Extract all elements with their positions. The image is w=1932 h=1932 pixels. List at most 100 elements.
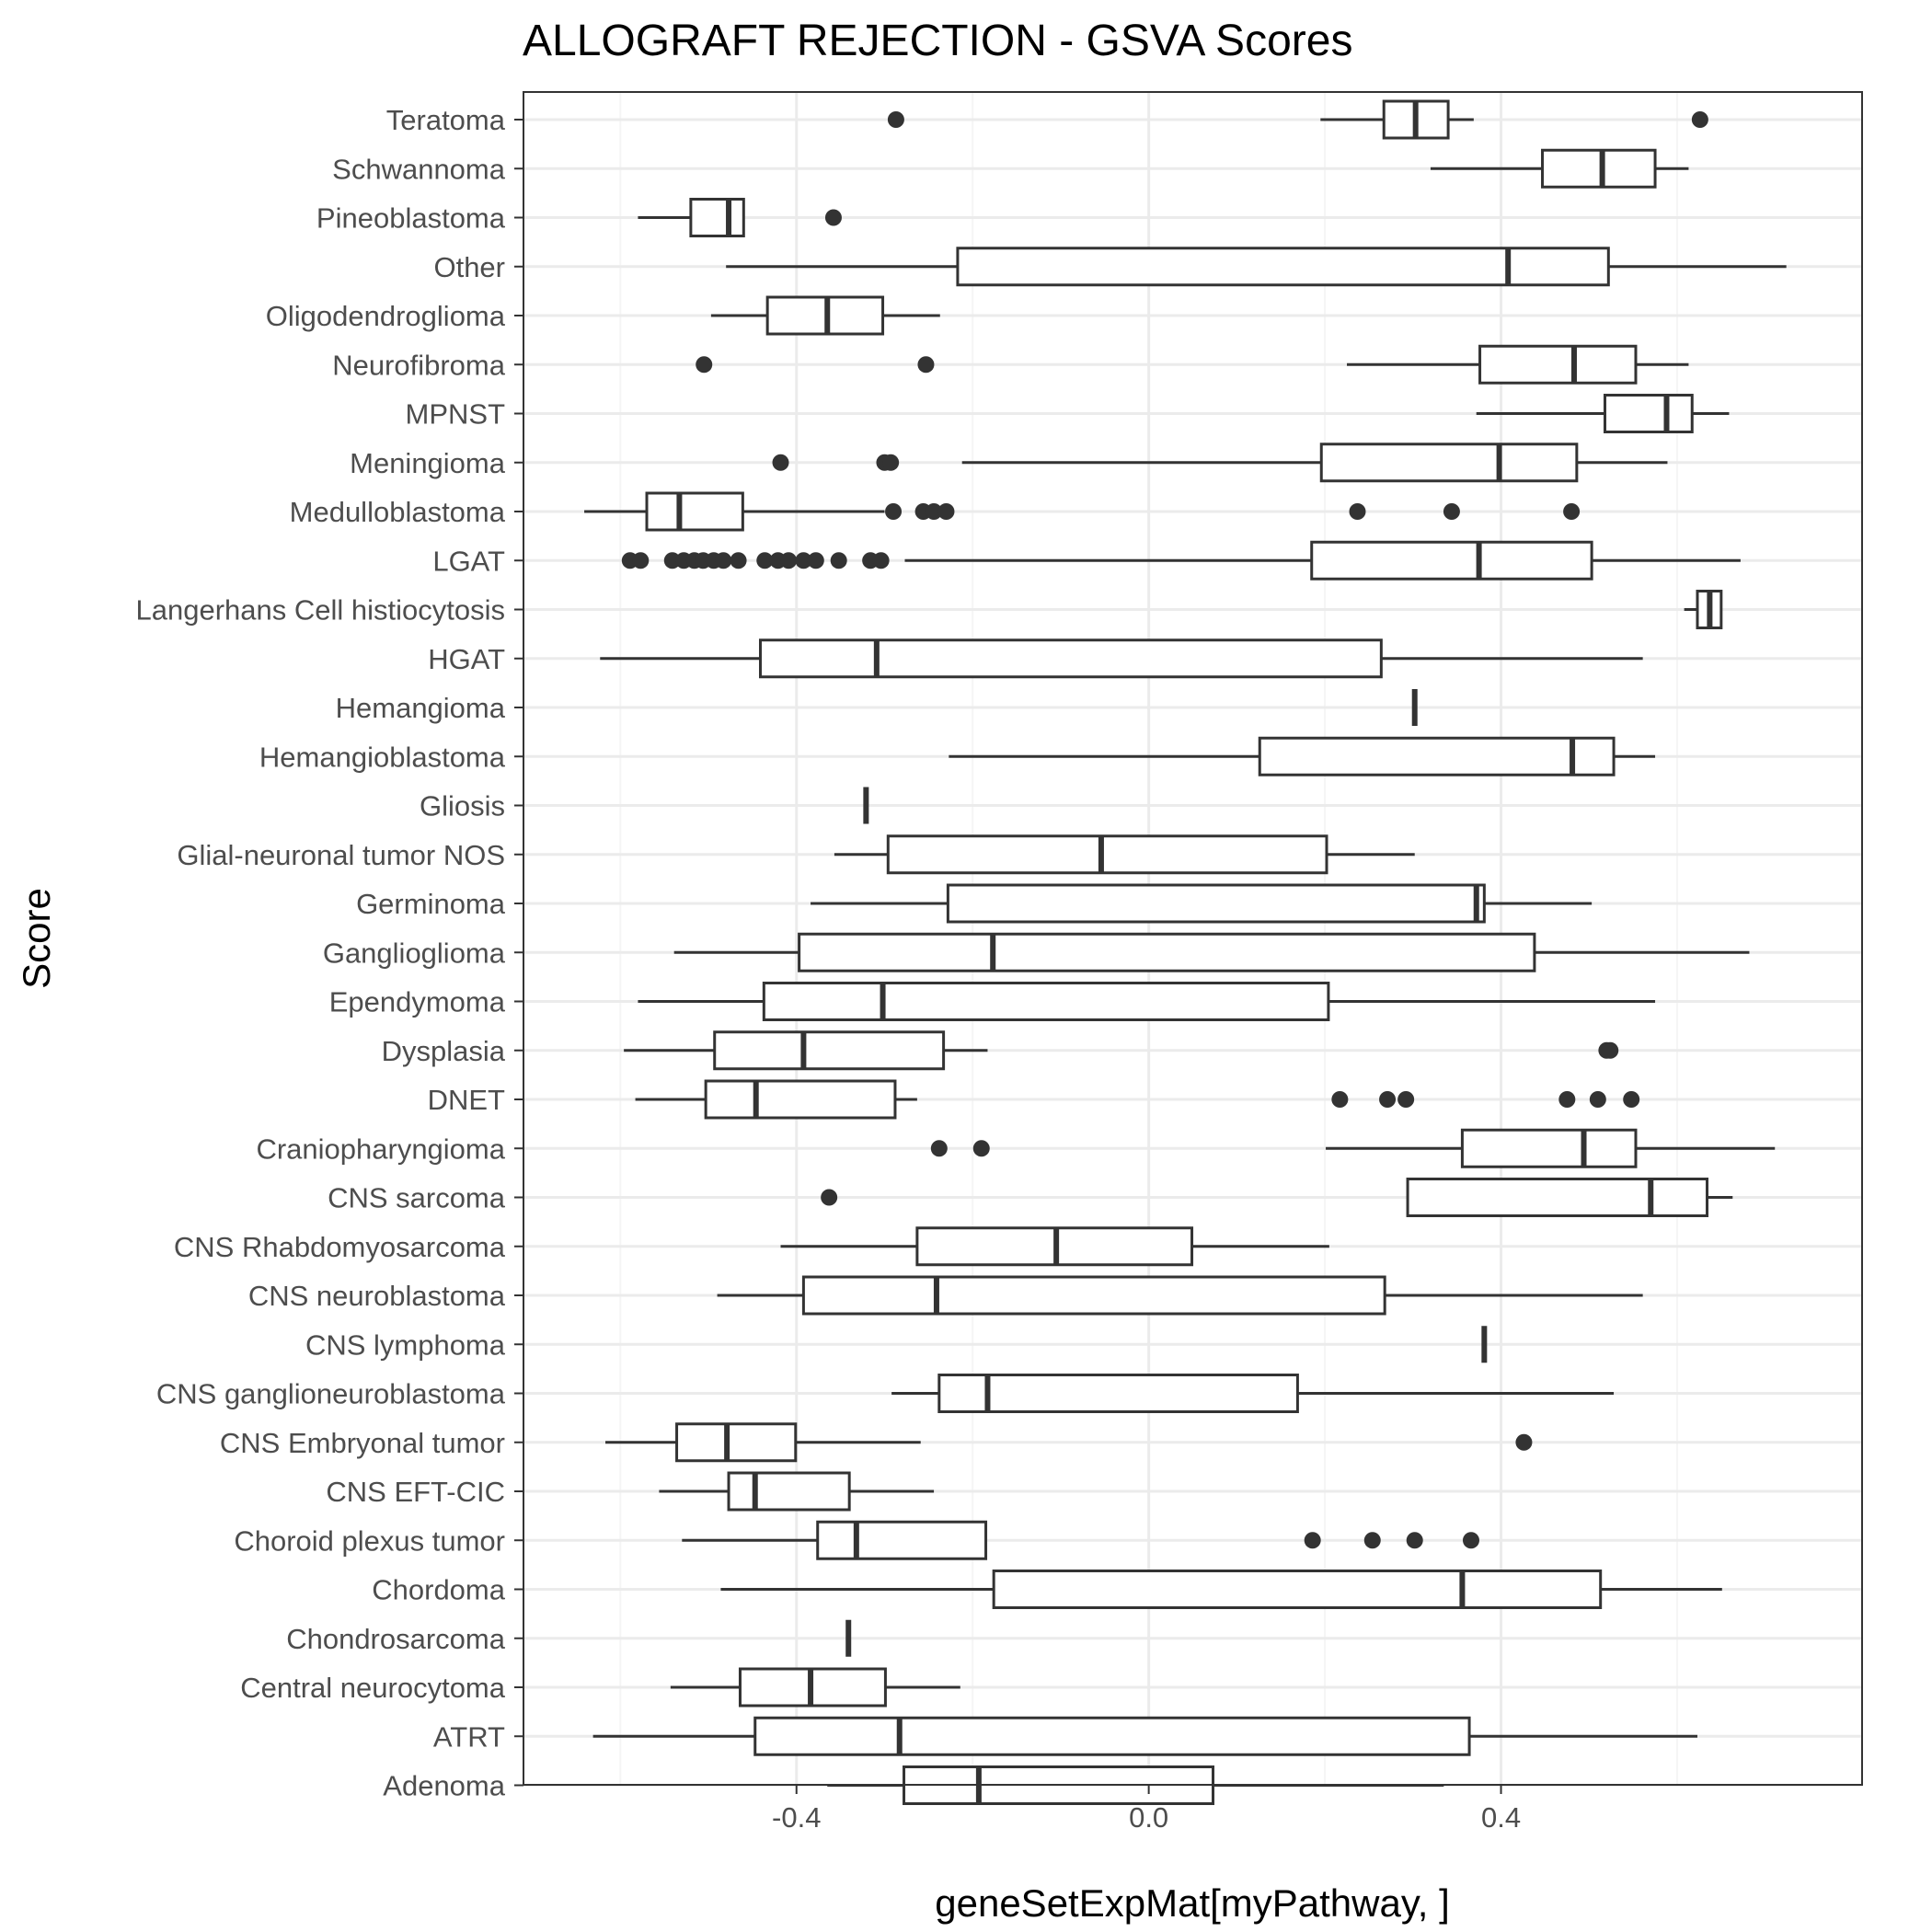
iqr-box (801, 1275, 1386, 1316)
outlier-point (1623, 1091, 1640, 1108)
x-axis-title: geneSetExpMat[myPathway, ] (935, 1881, 1450, 1925)
outlier-point (696, 356, 713, 374)
chart-title: ALLOGRAFT REJECTION - GSVA Scores (523, 17, 1352, 65)
outlier-point (1443, 503, 1460, 520)
y-tick-label: Pineoblastoma (316, 202, 506, 235)
y-tick-label: Germinoma (356, 888, 506, 920)
y-tick-label: Neurofibroma (332, 349, 506, 381)
box-neurofibroma (696, 344, 1689, 385)
outlier-point (1558, 1091, 1576, 1108)
y-tick-label: CNS Embryonal tumor (220, 1427, 505, 1459)
y-tick-label: Glial-neuronal tumor NOS (177, 839, 505, 871)
box-dnet (635, 1079, 1640, 1120)
outlier-point (885, 503, 903, 520)
y-tick-label: CNS lymphoma (305, 1328, 506, 1361)
iqr-box (1406, 1178, 1709, 1217)
outlier-point (715, 552, 732, 569)
outlier-point (1602, 1041, 1619, 1059)
x-axis-ticks: -0.4 0.0 0.4 (772, 1785, 1521, 1834)
boxes (584, 99, 1787, 1805)
outlier-point (795, 552, 812, 569)
y-tick-label: CNS sarcoma (328, 1182, 506, 1214)
outlier-point (882, 454, 900, 471)
outlier-point (756, 552, 774, 569)
box-dysplasia (624, 1030, 1619, 1071)
y-tick-label: Teratoma (386, 104, 506, 136)
y-tick-label: Chordoma (372, 1574, 505, 1606)
outlier-point (917, 356, 935, 374)
iqr-box (956, 247, 1610, 287)
iqr-box (992, 1570, 1603, 1609)
iqr-box (689, 198, 745, 237)
iqr-box (758, 638, 1383, 679)
box-choroid-plexus-tumor (682, 1520, 1479, 1560)
outlier-point (930, 1140, 948, 1157)
x-tick-label: 0.4 (1481, 1801, 1521, 1834)
y-tick-label: Hemangioma (336, 692, 506, 724)
y-tick-label: Central neurocytoma (240, 1672, 506, 1704)
y-tick-label: Craniopharyngioma (256, 1133, 505, 1165)
iqr-box (1478, 344, 1638, 385)
outlier-point (1349, 503, 1366, 520)
x-tick-label: 0.0 (1129, 1801, 1168, 1834)
outlier-point (1563, 503, 1581, 520)
y-tick-label: Other (433, 251, 505, 283)
box-craniopharyngioma (930, 1128, 1776, 1168)
outlier-point (1397, 1091, 1415, 1108)
box-schwannoma (1430, 148, 1689, 189)
box-chordoma (720, 1570, 1722, 1609)
iqr-box (946, 883, 1486, 924)
iqr-box (1310, 540, 1593, 581)
box-ganglioglioma (673, 932, 1750, 972)
y-tick-label: Ganglioglioma (323, 937, 506, 969)
box-cns-embryonal-tumor (605, 1422, 1533, 1463)
outlier-point (887, 111, 904, 128)
box-cns-rhabdomyosarcoma (780, 1226, 1329, 1267)
outlier-point (821, 1189, 838, 1206)
iqr-box (675, 1422, 798, 1463)
y-tick-label: Gliosis (420, 790, 505, 822)
iqr-box (1541, 148, 1657, 189)
y-tick-label: Hemangioblastoma (259, 741, 506, 773)
y-tick-label: Ependymoma (329, 986, 506, 1018)
y-tick-label: CNS EFT-CIC (326, 1476, 505, 1508)
y-tick-label: CNS ganglioneuroblastoma (156, 1378, 506, 1410)
y-tick-label: HGAT (428, 643, 505, 675)
y-tick-label: CNS Rhabdomyosarcoma (174, 1231, 506, 1263)
outlier-point (1406, 1532, 1423, 1549)
outlier-point (830, 552, 847, 569)
box-medulloblastoma (584, 491, 1581, 532)
iqr-box (762, 982, 1330, 1021)
outlier-point (807, 552, 824, 569)
outlier-point (1331, 1091, 1349, 1108)
iqr-box (1258, 736, 1616, 776)
outlier-point (1379, 1091, 1397, 1108)
box-central-neurocytoma (670, 1667, 960, 1708)
box-cns-neuroblastoma (717, 1275, 1643, 1316)
outlier-point (937, 503, 955, 520)
plot-panel-border (523, 91, 1863, 1786)
box-langerhans-cell-histiocytosis (1684, 590, 1723, 629)
outlier-point (1363, 1532, 1381, 1549)
outlier-point (824, 209, 842, 226)
iqr-box (753, 1716, 1471, 1756)
y-axis-ticks: Teratoma Schwannoma Pineoblastoma Other Olig… (136, 104, 523, 1802)
box-atrt (592, 1716, 1697, 1756)
box-hemangioblastoma (949, 736, 1656, 776)
outlier-point (1462, 1532, 1479, 1549)
iqr-box (937, 1374, 1299, 1413)
y-axis-title: Score (15, 888, 58, 989)
box-germinoma (811, 883, 1593, 924)
box-meningioma (772, 443, 1668, 483)
y-tick-label: Choroid plexus tumor (234, 1524, 505, 1557)
box-lgat (621, 540, 1741, 581)
outlier-point (1304, 1532, 1321, 1549)
box-cns-eft-cic (659, 1471, 935, 1512)
outlier-point (632, 552, 650, 569)
outlier-point (872, 552, 890, 569)
y-tick-label: Oligodendroglioma (266, 300, 506, 332)
outlier-point (972, 1140, 990, 1157)
box-pineoblastoma (638, 198, 842, 237)
y-tick-label: LGAT (432, 545, 505, 577)
iqr-box (1460, 1128, 1638, 1168)
